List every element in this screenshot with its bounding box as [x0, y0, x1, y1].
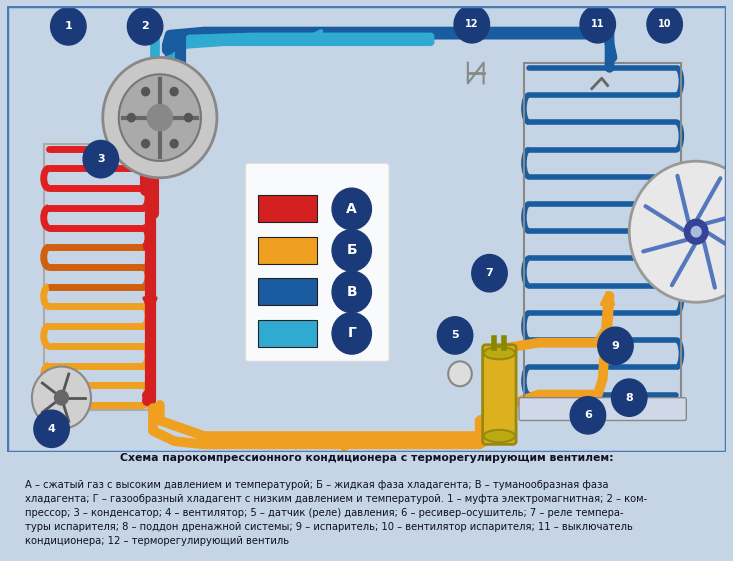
Circle shape [119, 74, 201, 161]
Circle shape [629, 161, 733, 302]
Circle shape [170, 88, 178, 96]
Circle shape [147, 104, 172, 131]
Text: 2: 2 [141, 21, 149, 31]
Circle shape [103, 57, 217, 178]
Circle shape [128, 8, 163, 45]
Ellipse shape [32, 366, 91, 429]
Circle shape [691, 227, 701, 237]
FancyArrowPatch shape [644, 240, 686, 251]
Text: 1: 1 [65, 21, 73, 31]
Text: 5: 5 [452, 330, 459, 341]
Circle shape [685, 219, 708, 244]
Circle shape [332, 229, 372, 271]
Text: А: А [347, 202, 357, 216]
Text: 7: 7 [486, 268, 493, 278]
Circle shape [185, 113, 192, 122]
Circle shape [170, 140, 178, 148]
Circle shape [454, 6, 490, 43]
Circle shape [611, 379, 647, 416]
Bar [258, 195, 317, 222]
Circle shape [472, 255, 507, 292]
FancyBboxPatch shape [519, 398, 686, 421]
Bar [524, 63, 682, 405]
Text: Г: Г [347, 327, 356, 341]
FancyArrowPatch shape [646, 206, 684, 230]
Bar [258, 278, 317, 305]
Circle shape [141, 140, 150, 148]
Text: 12: 12 [465, 19, 479, 29]
Text: А – сжатый газ с высоким давлением и температурой; Б – жидкая фаза хладагента; В: А – сжатый газ с высоким давлением и тем… [25, 480, 647, 546]
Circle shape [438, 317, 473, 354]
FancyBboxPatch shape [246, 163, 389, 361]
Bar [258, 237, 317, 264]
Circle shape [34, 410, 70, 448]
Circle shape [141, 88, 150, 96]
Circle shape [332, 312, 372, 354]
Text: 4: 4 [48, 424, 56, 434]
Circle shape [51, 8, 86, 45]
FancyArrowPatch shape [709, 233, 733, 257]
Text: Схема парокомпрессионного кондиционера с терморегулирующим вентилем:: Схема парокомпрессионного кондиционера с… [119, 453, 614, 463]
Circle shape [580, 6, 616, 43]
Text: 9: 9 [611, 341, 619, 351]
Circle shape [128, 113, 136, 122]
Text: 6: 6 [584, 410, 592, 420]
FancyArrowPatch shape [677, 176, 688, 222]
Circle shape [448, 361, 472, 387]
Circle shape [332, 271, 372, 312]
Ellipse shape [484, 430, 515, 442]
Circle shape [597, 327, 633, 365]
Text: Б: Б [347, 243, 357, 257]
Ellipse shape [484, 347, 515, 359]
FancyArrowPatch shape [706, 212, 733, 223]
Circle shape [570, 397, 605, 434]
Circle shape [332, 188, 372, 229]
Circle shape [647, 6, 682, 43]
Text: 10: 10 [658, 19, 671, 29]
Text: В: В [347, 285, 357, 299]
Text: 11: 11 [591, 19, 605, 29]
FancyBboxPatch shape [482, 345, 516, 444]
Text: 8: 8 [625, 393, 633, 403]
FancyArrowPatch shape [704, 242, 715, 288]
Circle shape [54, 390, 68, 405]
Bar [258, 320, 317, 347]
Bar [44, 144, 148, 410]
Circle shape [83, 140, 119, 178]
FancyArrowPatch shape [698, 178, 721, 219]
Text: 3: 3 [97, 154, 105, 164]
FancyArrowPatch shape [672, 245, 695, 285]
